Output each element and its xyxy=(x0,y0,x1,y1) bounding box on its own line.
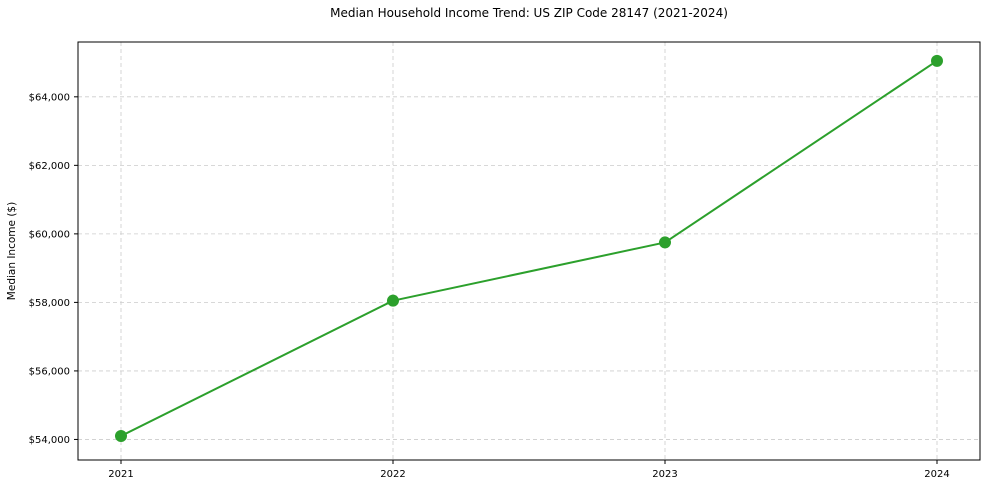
data-point-marker xyxy=(931,54,943,67)
y-tick-label: $64,000 xyxy=(29,92,70,103)
chart-title: Median Household Income Trend: US ZIP Co… xyxy=(330,6,728,20)
plot-border xyxy=(77,41,981,461)
data-line xyxy=(120,59,938,438)
y-tick-label: $60,000 xyxy=(29,229,70,240)
y-tick-label: $62,000 xyxy=(29,161,70,172)
data-point-marker xyxy=(387,294,399,307)
x-tick-label: 2021 xyxy=(108,469,133,480)
x-tick-label: 2024 xyxy=(924,469,949,480)
y-tick-label: $58,000 xyxy=(29,298,70,309)
y-tick-label: $54,000 xyxy=(29,435,70,446)
data-point-marker xyxy=(659,236,671,249)
x-tick-label: 2022 xyxy=(380,469,405,480)
y-axis-label: Median Income ($) xyxy=(6,202,18,300)
data-point-marker xyxy=(115,430,127,443)
y-tick-label: $56,000 xyxy=(29,366,70,377)
x-tick-label: 2023 xyxy=(652,469,677,480)
